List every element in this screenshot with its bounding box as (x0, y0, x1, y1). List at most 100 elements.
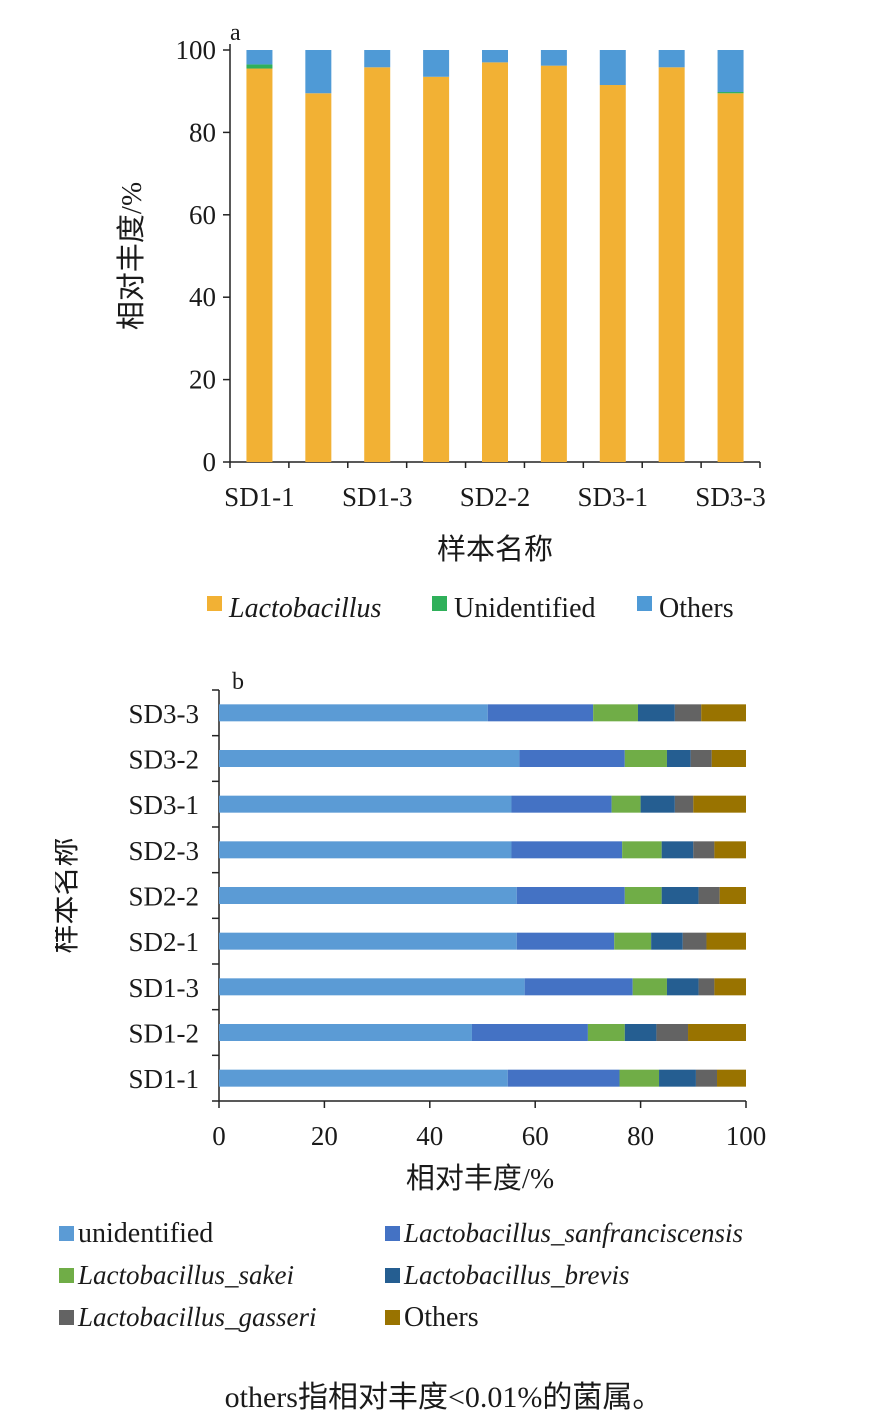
bar-lactobacillus-gasseri-sd2-2 (698, 887, 720, 904)
y-tick-label: 80 (189, 117, 216, 147)
y-axis-title: 相对丰度/% (115, 182, 148, 330)
bar-lactobacillus-gasseri-sd2-1 (682, 932, 707, 950)
bar-others-sd3-2 (658, 50, 685, 68)
legend-swatch-lactobacillus-gasseri (59, 1310, 74, 1325)
chart-b: b 0 20 40 60 80 100 SD3-3 SD3-2 SD3-1 SD2-3 SD2-2 SD… (55, 669, 767, 1333)
bar-lactobacillus-sd1-1 (246, 68, 273, 462)
bar-others-sd2-1 (706, 932, 746, 950)
legend-swatch-unidentified (59, 1226, 74, 1241)
bar-lactobacillus-brevis-sd2-2 (661, 887, 699, 904)
bar-unidentified-sd1-2 (219, 1024, 472, 1041)
bar-others-sd1-1 (717, 1069, 746, 1087)
bar-lactobacillus-sd3-3 (717, 93, 744, 462)
bar-lactobacillus-sd2-3 (540, 65, 567, 462)
bar-lactobacillus-sanfranciscensis-sd1-1 (507, 1069, 620, 1087)
bar-lactobacillus-sakei-sd1-3 (632, 978, 667, 996)
bar-lactobacillus-sd2-2 (482, 62, 508, 463)
bar-others-sd1-3 (714, 978, 746, 996)
legend-label-lactobacillus-brevis: Lactobacillus_brevis (403, 1260, 629, 1290)
x-tick-label: SD2-2 (460, 482, 531, 512)
bar-lactobacillus-gasseri-sd3-3 (674, 704, 702, 722)
bar-unidentified-sd3-1 (219, 795, 512, 813)
bar-lactobacillus-sakei-sd2-1 (614, 932, 652, 950)
legend-label-others: Others (659, 593, 734, 624)
bar-lactobacillus-gasseri-sd1-3 (698, 978, 715, 996)
y-tick-label: SD1-3 (128, 973, 199, 1003)
bar-lactobacillus-brevis-sd1-3 (666, 978, 699, 996)
bar-lactobacillus-sakei-sd3-1 (611, 795, 641, 813)
bar-others-sd2-3 (714, 841, 746, 859)
bar-lactobacillus-gasseri-sd3-1 (674, 795, 694, 813)
legend-swatch-lactobacillus (207, 596, 222, 611)
bar-lactobacillus-sanfranciscensis-sd1-3 (524, 978, 633, 996)
y-tick-label: SD3-1 (128, 790, 199, 820)
bar-unidentified-sd2-3 (219, 841, 512, 859)
x-axis-title: 样本名称 (437, 533, 553, 566)
y-tick-label: SD3-2 (128, 745, 199, 775)
x-axis-title: 相对丰度/% (406, 1162, 554, 1195)
bar-others-sd3-2 (711, 750, 746, 767)
y-tick-label: SD2-2 (128, 882, 199, 912)
y-tick-label: SD2-1 (128, 927, 199, 957)
bar-others-sd3-1 (599, 50, 626, 86)
y-tick-label: 60 (189, 200, 216, 230)
y-tick-label: SD1-1 (128, 1064, 199, 1094)
bar-others-sd3-3 (701, 704, 746, 722)
legend-label-lactobacillus-sanfranciscensis: Lactobacillus_sanfranciscensis (403, 1218, 743, 1248)
y-tick-label: 100 (176, 35, 217, 65)
panel-letter-a: a (230, 20, 241, 46)
bar-unidentified-sd2-2 (219, 887, 517, 904)
panel-letter-b: b (232, 669, 244, 695)
bar-lactobacillus-sanfranciscensis-sd2-1 (516, 932, 615, 950)
bar-lactobacillus-sd3-1 (599, 85, 626, 463)
bar-others-sd3-3 (717, 50, 744, 93)
legend-label-lactobacillus-sakei: Lactobacillus_sakei (77, 1260, 294, 1290)
x-tick-label: SD3-3 (695, 482, 766, 512)
bar-others-sd1-3 (364, 50, 391, 68)
bar-lactobacillus-sd1-2 (305, 93, 332, 462)
y-tick-label: 0 (203, 447, 217, 477)
bar-others-sd2-2 (719, 887, 746, 904)
legend-label-others: Others (404, 1302, 479, 1333)
x-tick-label: 60 (522, 1121, 549, 1151)
bar-lactobacillus-brevis-sd2-1 (651, 932, 683, 950)
y-tick-label: SD1-2 (128, 1019, 199, 1049)
bar-lactobacillus-brevis-sd2-3 (661, 841, 694, 859)
bar-lactobacillus-sakei-sd1-2 (587, 1024, 625, 1041)
bar-lactobacillus-sanfranciscensis-sd3-3 (487, 704, 594, 722)
y-tick-label: SD2-3 (128, 836, 199, 866)
x-tick-label: 80 (627, 1121, 654, 1151)
bar-lactobacillus-brevis-sd1-2 (624, 1024, 657, 1041)
bar-lactobacillus-sd1-3 (364, 67, 391, 462)
bar-lactobacillus-sanfranciscensis-sd2-2 (516, 887, 625, 904)
bar-lactobacillus-sakei-sd2-2 (624, 887, 662, 904)
legend-swatch-lactobacillus-sakei (59, 1268, 74, 1283)
bar-unidentified-sd1-1 (219, 1069, 508, 1087)
bar-lactobacillus-sanfranciscensis-sd1-2 (471, 1024, 588, 1041)
y-tick-label: 20 (189, 365, 216, 395)
bar-lactobacillus-sanfranciscensis-sd3-2 (519, 750, 625, 767)
bar-unidentified-sd1-3 (219, 978, 525, 996)
bar-unidentified-sd3-3 (717, 92, 744, 94)
legend-label-lactobacillus-gasseri: Lactobacillus_gasseri (77, 1302, 317, 1332)
bar-others-sd2-3 (540, 50, 567, 66)
y-axis-title: 样本名称 (55, 837, 82, 953)
bar-others-sd1-2 (688, 1024, 746, 1041)
bar-lactobacillus-sakei-sd3-3 (593, 704, 638, 722)
x-tick-label: 0 (212, 1121, 226, 1151)
bar-lactobacillus-sakei-sd2-3 (622, 841, 662, 859)
bar-others-sd1-1 (246, 50, 273, 65)
x-tick-label: 100 (726, 1121, 767, 1151)
bar-lactobacillus-sd3-2 (658, 67, 685, 462)
legend-swatch-unidentified (432, 596, 447, 611)
bar-lactobacillus-brevis-sd1-1 (659, 1069, 696, 1087)
legend-label-lactobacillus: Lactobacillus (228, 593, 382, 624)
bar-lactobacillus-gasseri-sd2-3 (693, 841, 715, 859)
bar-lactobacillus-gasseri-sd1-2 (656, 1024, 689, 1041)
legend-swatch-lactobacillus-sanfranciscensis (385, 1226, 400, 1241)
bar-others-sd1-2 (305, 50, 332, 94)
chart-a: a 0 20 40 60 80 100 SD1-1 SD1-3 SD2-2 SD3-1 SD3-3 相对… (115, 20, 766, 624)
bar-lactobacillus-sanfranciscensis-sd3-1 (511, 795, 612, 813)
bar-unidentified-sd1-1 (246, 64, 273, 69)
bar-lactobacillus-sakei-sd1-1 (619, 1069, 660, 1087)
